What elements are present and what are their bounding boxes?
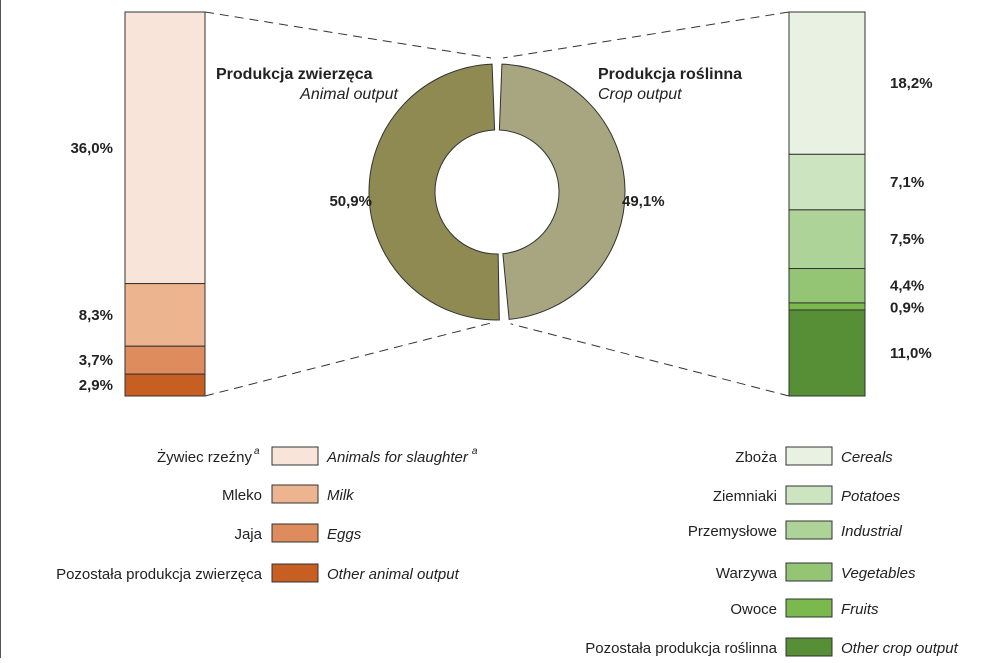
- legend-label-pl: Zboża: [735, 449, 777, 466]
- animal-bar-value-label: 8,3%: [79, 307, 113, 324]
- crop-subtitle: Crop output: [598, 86, 682, 103]
- animal-subtitle: Animal output: [299, 86, 398, 103]
- legend-label-en: Fruits: [841, 601, 879, 618]
- legend-label-en: Industrial: [841, 523, 903, 540]
- animal-stacked-bar: 36,0% 8,3% 3,7% 2,9%: [70, 11, 206, 397]
- legend-label-en: Other animal output: [327, 566, 460, 583]
- legend-swatch: [271, 563, 319, 583]
- animal-bar-segment: [124, 373, 206, 397]
- crop-bar-segment: [788, 209, 866, 270]
- donut-label-crop: 49,1%: [622, 193, 665, 210]
- donut-slice-crop: [498, 63, 626, 320]
- legend-label-pl: Żywiec rzeźny: [157, 448, 253, 466]
- legend-label-pl: Pozostała produkcja roślinna: [585, 640, 777, 657]
- legend-swatch: [785, 562, 833, 582]
- animal-bar-value-label: 2,9%: [79, 377, 113, 394]
- connector-animal-bottom: [204, 321, 496, 397]
- legend-swatch: [785, 446, 833, 466]
- legend-label-en: Other crop output: [841, 640, 959, 657]
- legend-label-en: Milk: [327, 487, 355, 504]
- legend-label-pl: Ziemniaki: [713, 488, 777, 505]
- legend-swatch: [785, 485, 833, 505]
- crop-bar-value-label: 7,5%: [890, 231, 924, 248]
- animal-title: Produkcja zwierzęca: [216, 66, 373, 83]
- legend-swatch: [785, 520, 833, 540]
- crop-bar-segment: [788, 11, 866, 155]
- legend-swatch: [271, 446, 319, 466]
- legend-swatch: [271, 523, 319, 543]
- crop-bar-segment: [788, 153, 866, 211]
- crop-bar-value-label: 4,4%: [890, 278, 924, 295]
- donut-chart: [368, 63, 626, 321]
- crop-bar-value-label: 11,0%: [890, 345, 932, 362]
- legend-swatch: [785, 598, 833, 618]
- animal-bar-value-label: 36,0%: [70, 140, 113, 157]
- crop-stacked-bar: 18,2% 7,1% 7,5% 4,4% 0,9% 11,0%: [788, 11, 933, 397]
- legend-swatch: [271, 484, 319, 504]
- legend-label-pl: Mleko: [222, 487, 262, 504]
- animal-bar-segment: [124, 11, 206, 285]
- legend-label-pl: Jaja: [234, 526, 262, 543]
- crop-title: Produkcja roślinna: [598, 66, 742, 83]
- legend-footnote-mark: a: [472, 446, 478, 457]
- crop-bar-value-label: 7,1%: [890, 174, 924, 191]
- legend-label-pl: Przemysłowe: [688, 523, 777, 540]
- donut-slice-animal: [368, 63, 500, 321]
- animal-bar-segment: [124, 283, 206, 347]
- crop-bar-segment: [788, 302, 866, 311]
- donut-label-animal: 50,9%: [329, 193, 372, 210]
- crop-bar-value-label: 0,9%: [890, 300, 924, 317]
- legend-footnote-mark: a: [254, 446, 260, 457]
- legend-label-pl: Pozostała produkcja zwierzęca: [56, 566, 263, 583]
- connector-crop-bottom: [510, 323, 790, 397]
- legend-label-en: Cereals: [841, 449, 893, 466]
- crop-bar-value-label: 18,2%: [890, 75, 933, 92]
- legend-label-en: Animals for slaughter: [326, 449, 469, 466]
- legend-label-pl: Owoce: [730, 601, 777, 618]
- legend-label-pl: Warzywa: [716, 565, 778, 582]
- animal-bar-segment: [124, 345, 206, 375]
- animal-bar-value-label: 3,7%: [79, 352, 113, 369]
- legend-label-en: Eggs: [327, 526, 362, 543]
- crop-bar-segment: [788, 309, 866, 397]
- connector-animal-top: [204, 11, 492, 59]
- legend-swatch: [785, 637, 833, 657]
- crop-legend: Zboża Cereals Ziemniaki Potatoes Przemysłowe…: [585, 446, 959, 657]
- legend-label-en: Potatoes: [841, 488, 901, 505]
- legend-label-en: Vegetables: [841, 565, 916, 582]
- crop-bar-segment: [788, 268, 866, 304]
- connector-crop-top: [502, 11, 790, 59]
